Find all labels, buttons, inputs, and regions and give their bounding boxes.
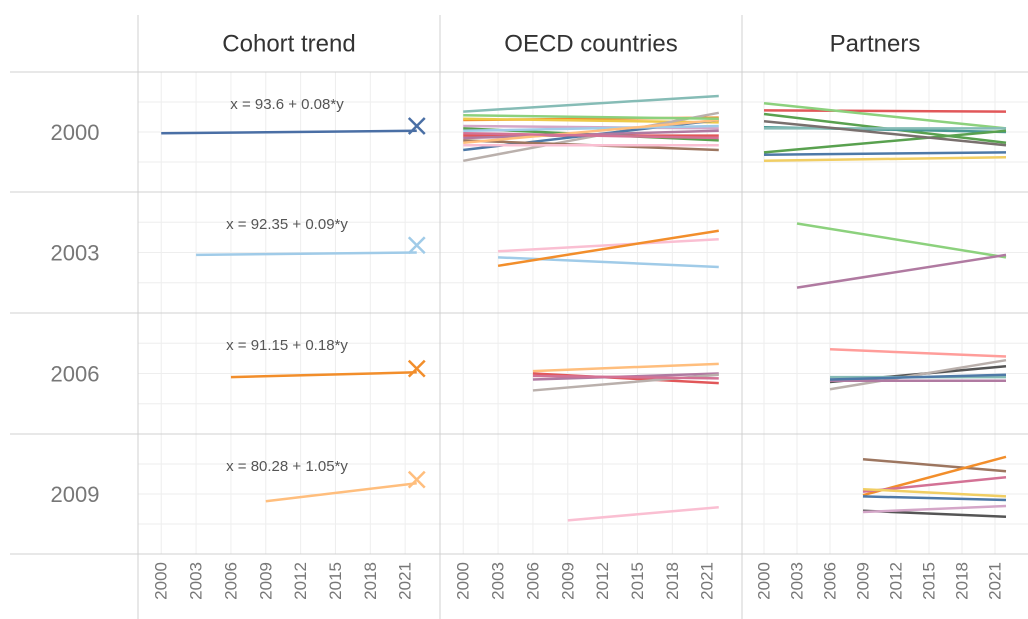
row-label: 2000: [51, 120, 100, 145]
series-line: [862, 487, 1007, 498]
x-tick-label: 2000: [152, 562, 171, 600]
trend-marker: [407, 470, 426, 489]
series-line: [161, 129, 417, 135]
column-title: OECD countries: [504, 30, 677, 57]
trend-equation: x = 91.15 + 0.18*y: [226, 337, 348, 354]
x-tick-label: 2012: [291, 562, 310, 600]
x-tick-label: 2009: [853, 562, 872, 600]
series-line: [463, 124, 719, 133]
x-tick-label: 2006: [523, 562, 542, 600]
x-tick-label: 2003: [787, 562, 806, 600]
series-line: [497, 229, 719, 268]
x-tick-label: 2009: [256, 562, 275, 600]
series-line: [763, 155, 1007, 163]
series-line: [763, 109, 1007, 113]
x-tick-label: 2003: [187, 562, 206, 600]
x-tick-label: 2006: [221, 562, 240, 600]
series-line: [498, 256, 719, 269]
x-tick-label: 2012: [886, 562, 905, 600]
x-tick-label: 2015: [628, 562, 647, 600]
x-tick-label: 2018: [361, 562, 380, 600]
series-line: [829, 373, 1007, 381]
row-label: 2009: [51, 482, 100, 507]
series-line: [829, 348, 1007, 358]
series-line: [796, 222, 1007, 259]
x-tick-label: 2000: [754, 562, 773, 600]
series-line: [862, 457, 1007, 473]
x-tick-label: 2015: [919, 562, 938, 600]
series-line: [463, 94, 719, 113]
x-tick-label: 2006: [820, 562, 839, 600]
x-tick-label: 2018: [663, 562, 682, 600]
x-tick-label: 2012: [593, 562, 612, 600]
trend-equation: x = 92.35 + 0.09*y: [226, 216, 348, 233]
series-line: [763, 129, 1007, 154]
x-tick-label: 2015: [326, 562, 345, 600]
series-line: [265, 481, 417, 503]
trend-marker: [407, 359, 426, 378]
x-tick-label: 2000: [454, 562, 473, 600]
row-label: 2003: [51, 240, 100, 265]
series-line: [532, 374, 719, 380]
series-line: [463, 118, 719, 145]
series-line: [763, 151, 1007, 157]
series-line: [532, 362, 719, 373]
series-line: [567, 505, 719, 522]
series-line: [463, 113, 719, 121]
trend-marker: [407, 117, 426, 135]
series-line: [763, 101, 1007, 130]
series-line: [763, 119, 1007, 147]
row-label: 2006: [51, 361, 100, 386]
series-line: [862, 495, 1007, 502]
x-tick-label: 2003: [489, 562, 508, 600]
series-line: [829, 358, 1007, 391]
x-tick-label: 2021: [396, 562, 415, 600]
column-title: Partners: [830, 30, 921, 57]
x-tick-label: 2018: [952, 562, 971, 600]
series-line: [498, 237, 719, 253]
trend-equation: x = 93.6 + 0.08*y: [230, 96, 344, 113]
series-line: [862, 504, 1007, 514]
series-line: [230, 371, 417, 379]
trend-marker: [407, 236, 426, 255]
series-line: [463, 131, 719, 140]
series-line: [196, 251, 417, 257]
x-tick-label: 2021: [985, 562, 1004, 600]
column-title: Cohort trend: [222, 30, 355, 57]
x-tick-label: 2009: [558, 562, 577, 600]
series-line: [796, 253, 1007, 289]
trend-equation: x = 80.28 + 1.05*y: [226, 458, 348, 475]
x-tick-label: 2021: [698, 562, 717, 600]
